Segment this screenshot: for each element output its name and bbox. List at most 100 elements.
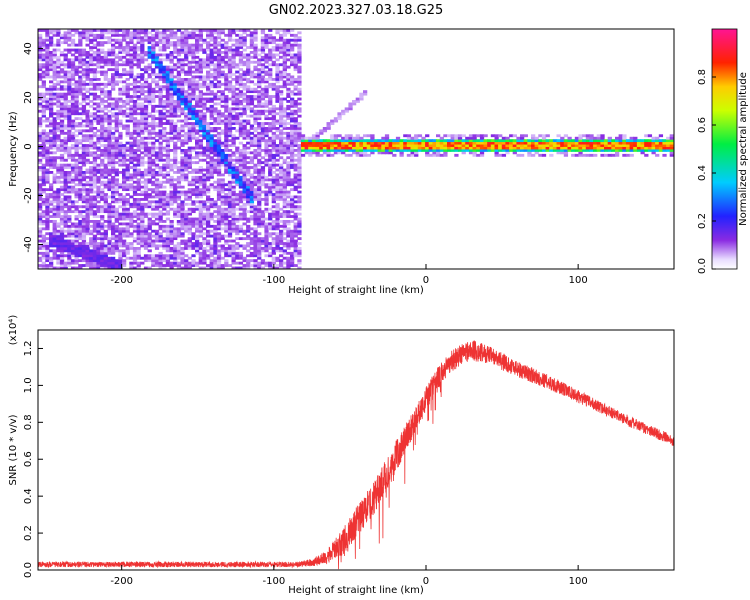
spectrogram-cell	[100, 100, 105, 103]
spectrogram-cell	[107, 161, 112, 165]
spectrogram-cell	[242, 198, 247, 201]
spectrogram-cell	[279, 156, 284, 160]
spectrogram-cell	[227, 188, 233, 192]
spectrogram-cell	[107, 178, 112, 182]
spectrogram-cell	[227, 168, 233, 172]
spectrogram-cell	[114, 217, 119, 221]
spectrogram-cell	[246, 178, 251, 182]
spectrogram-cell	[216, 151, 222, 155]
spectrogram-cell	[275, 144, 280, 147]
spectrogram-cell	[202, 247, 207, 250]
spectrogram-cell	[180, 212, 185, 216]
spectrogram-cell	[85, 33, 90, 37]
spectrogram-cell	[132, 212, 138, 216]
spectrogram-cell	[85, 232, 90, 236]
spectrogram-cell	[180, 97, 185, 101]
spectrogram-cell	[187, 161, 192, 165]
spectrogram-cell	[52, 175, 57, 179]
spectrogram-cell	[224, 95, 229, 98]
spectrogram-cell	[143, 153, 149, 157]
spectrogram-cell	[180, 63, 185, 67]
spectrogram-cell	[162, 158, 167, 162]
spectrogram-cell	[216, 188, 222, 192]
spectrogram-cell	[154, 180, 160, 184]
spectrogram-cell	[100, 41, 105, 45]
spectrogram-cell	[238, 134, 244, 138]
spectrogram-cell	[38, 85, 43, 89]
spectrogram-cell	[187, 129, 192, 133]
spectrogram-cell	[103, 237, 108, 241]
spectrogram-cell	[260, 38, 266, 42]
spectrogram-cell	[257, 215, 262, 218]
spectrogram-cell	[52, 146, 57, 150]
spectrogram-cell	[103, 249, 108, 253]
spectrogram-cell	[282, 114, 287, 118]
spectrogram-cell	[45, 161, 50, 165]
spectrogram-cell	[114, 139, 119, 143]
spectrogram-cell	[67, 63, 72, 67]
spectrogram-cell	[103, 166, 108, 169]
spectrogram-cell	[45, 215, 50, 218]
spectrogram-cell	[151, 171, 156, 174]
spectrogram-cell	[114, 212, 119, 216]
spectrogram-cell	[180, 200, 185, 204]
spectrogram-cell	[132, 254, 138, 258]
spectrogram-cell	[253, 217, 258, 221]
spectrogram-cell	[129, 242, 134, 245]
spectrogram-cell	[114, 161, 119, 165]
spectrogram-cell	[279, 92, 284, 96]
spectrogram-cell	[173, 129, 178, 133]
spectrogram-cell	[132, 202, 138, 206]
spectrogram-cell	[103, 193, 108, 196]
spectrogram-cell	[96, 168, 101, 172]
spectrogram-cell	[67, 227, 72, 231]
spectrogram-cell	[257, 117, 262, 121]
spectrogram-cell	[52, 239, 57, 243]
spectrogram-cell	[242, 31, 247, 35]
spectrogram-cell	[213, 70, 218, 74]
spectrogram-cell	[107, 53, 112, 57]
spectrogram-cell	[67, 92, 72, 96]
spectrogram-cell	[238, 151, 244, 155]
spectrogram-cell	[279, 198, 284, 201]
spectrogram-cell	[67, 156, 72, 160]
spectrogram-cell	[198, 178, 203, 182]
spectrogram-cell	[85, 38, 90, 42]
spectrogram-cell	[227, 134, 233, 138]
spectrogram-cell	[85, 254, 90, 258]
spectrogram-cell	[286, 141, 291, 145]
spectrogram-cell	[67, 134, 72, 138]
spectrogram-cell	[74, 29, 79, 32]
spectrogram-cell	[279, 124, 284, 128]
spectrogram-cell	[103, 198, 108, 201]
spectrogram-cell	[81, 264, 87, 267]
spectrogram-cell	[184, 141, 189, 145]
spectrogram-cell	[257, 190, 262, 194]
spectrogram-cell	[140, 119, 145, 123]
spectrogram-cell	[129, 46, 134, 49]
spectrogram-cell	[260, 97, 266, 101]
spectrogram-cell	[103, 151, 108, 155]
spectrogram-cell	[118, 244, 123, 248]
spectrogram-cell	[279, 171, 284, 174]
spectrogram-cell	[249, 90, 255, 94]
spectrogram-cell	[103, 70, 108, 74]
spectrogram-cell	[253, 46, 258, 49]
spectrogram-cell	[275, 75, 280, 79]
spectrogram-cell	[147, 180, 152, 184]
spectrogram-cell	[242, 36, 247, 40]
spectrogram-cell	[268, 100, 273, 103]
spectrogram-cell	[286, 134, 291, 138]
spectrogram-cell	[279, 149, 284, 152]
spectrogram-cell	[81, 136, 87, 140]
spectrogram-cell	[41, 200, 46, 204]
spectrogram-cell	[96, 244, 101, 248]
spectrogram-cell	[52, 244, 57, 248]
spectrogram-cell	[191, 149, 196, 152]
spectrogram-cell	[140, 90, 145, 94]
spectrogram-cell	[257, 237, 262, 241]
spectrogram-cell	[180, 87, 185, 91]
spectrogram-cell	[63, 249, 68, 253]
spectrogram-cell	[165, 78, 171, 81]
spectrogram-cell	[238, 156, 244, 160]
